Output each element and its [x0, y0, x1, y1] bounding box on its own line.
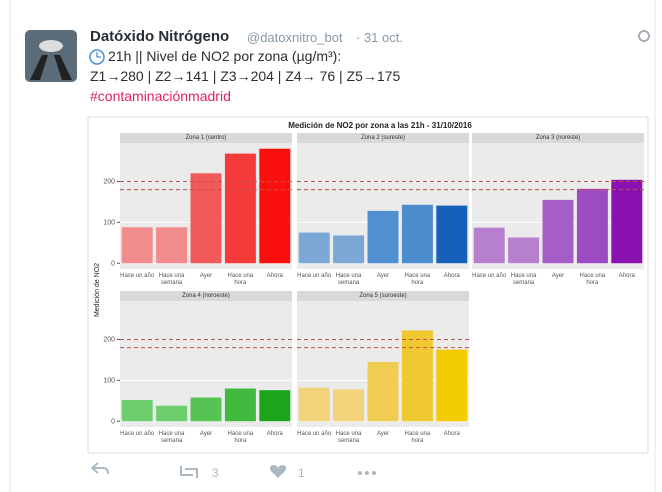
x-tick-label: Hace una semana — [331, 431, 365, 444]
retweet-count: 3 — [212, 466, 219, 480]
bar — [191, 398, 222, 422]
retweet-icon[interactable] — [181, 466, 197, 478]
globe-icon — [639, 31, 649, 41]
x-tick-label: Hace un año — [297, 431, 331, 438]
like-count: 1 — [298, 466, 305, 480]
bar — [333, 235, 364, 263]
bar — [436, 350, 467, 422]
panel-title: Zona 4 (noroeste) — [182, 293, 230, 299]
x-tick-label: Ahora — [258, 431, 292, 438]
reply-icon[interactable] — [92, 463, 108, 474]
x-tick-label: Ahora — [435, 273, 469, 280]
bar — [577, 189, 608, 263]
x-tick-label: Hace una hora — [575, 273, 609, 286]
x-tick-label: Hace un año — [472, 273, 506, 280]
x-tick-label: Ayer — [366, 431, 400, 438]
clock-icon — [97, 52, 101, 57]
user-name[interactable]: Datóxido Nitrógeno — [90, 28, 229, 45]
bar — [368, 211, 399, 263]
hashtag[interactable]: #contaminaciónmadrid — [90, 88, 231, 104]
bar — [122, 227, 153, 263]
bar — [299, 388, 330, 422]
x-tick-label: Ahora — [258, 273, 292, 280]
bar — [259, 149, 290, 264]
x-tick-label: Hace una hora — [400, 431, 434, 444]
x-tick-label: Ahora — [435, 431, 469, 438]
tweet-card: Medición de NO2 por zona a las 21h - 31/… — [0, 0, 662, 492]
bar — [508, 238, 539, 264]
panel-title: Zona 5 (suroeste) — [359, 293, 406, 299]
bar — [543, 200, 574, 263]
x-tick-label: Hace una semana — [331, 273, 365, 286]
x-tick-label: Hace un año — [120, 431, 154, 438]
x-tick-label: Hace una hora — [400, 273, 434, 286]
bar — [156, 227, 187, 263]
bar — [299, 233, 330, 264]
y-tick-label: 100 — [103, 377, 115, 384]
bar — [191, 173, 222, 263]
bar — [333, 389, 364, 421]
chart-title: Medición de NO2 por zona a las 21h - 31/… — [288, 121, 472, 130]
y-tick-label: 200 — [103, 178, 115, 185]
y-axis-label: Medición de NO2 — [94, 263, 101, 317]
bar — [156, 406, 187, 422]
bar — [402, 330, 433, 421]
x-tick-label: Ayer — [189, 431, 223, 438]
panel-title: Zona 3 (noreste) — [536, 135, 580, 141]
y-tick-label: 0 — [111, 260, 115, 267]
bar — [368, 362, 399, 421]
tweet-text: 21h || Nivel de NO2 por zona (µg/m³): — [108, 48, 341, 64]
bar — [402, 205, 433, 263]
tweet-text: Z1→280 | Z2→141 | Z3→204 | Z4→ 76 | Z5→1… — [90, 68, 400, 84]
bar — [225, 389, 256, 422]
x-tick-label: Ayer — [189, 273, 223, 280]
like-icon[interactable] — [270, 465, 286, 478]
bar — [259, 390, 290, 421]
x-tick-label: Hace un año — [297, 273, 331, 280]
x-tick-label: Ayer — [366, 273, 400, 280]
bar — [225, 154, 256, 264]
user-handle[interactable]: @datoxnitro_bot — [247, 30, 343, 45]
x-tick-label: Ayer — [541, 273, 575, 280]
x-tick-label: Hace una hora — [223, 431, 257, 444]
y-tick-label: 100 — [103, 219, 115, 226]
x-tick-label: Hace una semana — [154, 273, 188, 286]
y-tick-label: 0 — [111, 418, 115, 425]
bar — [436, 206, 467, 264]
bar — [122, 400, 153, 421]
date[interactable]: · 31 oct. — [356, 30, 403, 45]
bar — [611, 180, 642, 263]
panel-title: Zona 2 (sureste) — [361, 135, 405, 141]
more-icon[interactable] — [358, 471, 376, 475]
x-tick-label: Hace un año — [120, 273, 154, 280]
x-tick-label: Ahora — [610, 273, 644, 280]
bar — [474, 228, 505, 264]
avatar-art — [39, 40, 63, 52]
x-tick-label: Hace una hora — [223, 273, 257, 286]
x-tick-label: Hace una semana — [154, 431, 188, 444]
x-tick-label: Hace una semana — [506, 273, 540, 286]
panel-title: Zona 1 (centro) — [185, 135, 226, 141]
y-tick-label: 200 — [103, 336, 115, 343]
